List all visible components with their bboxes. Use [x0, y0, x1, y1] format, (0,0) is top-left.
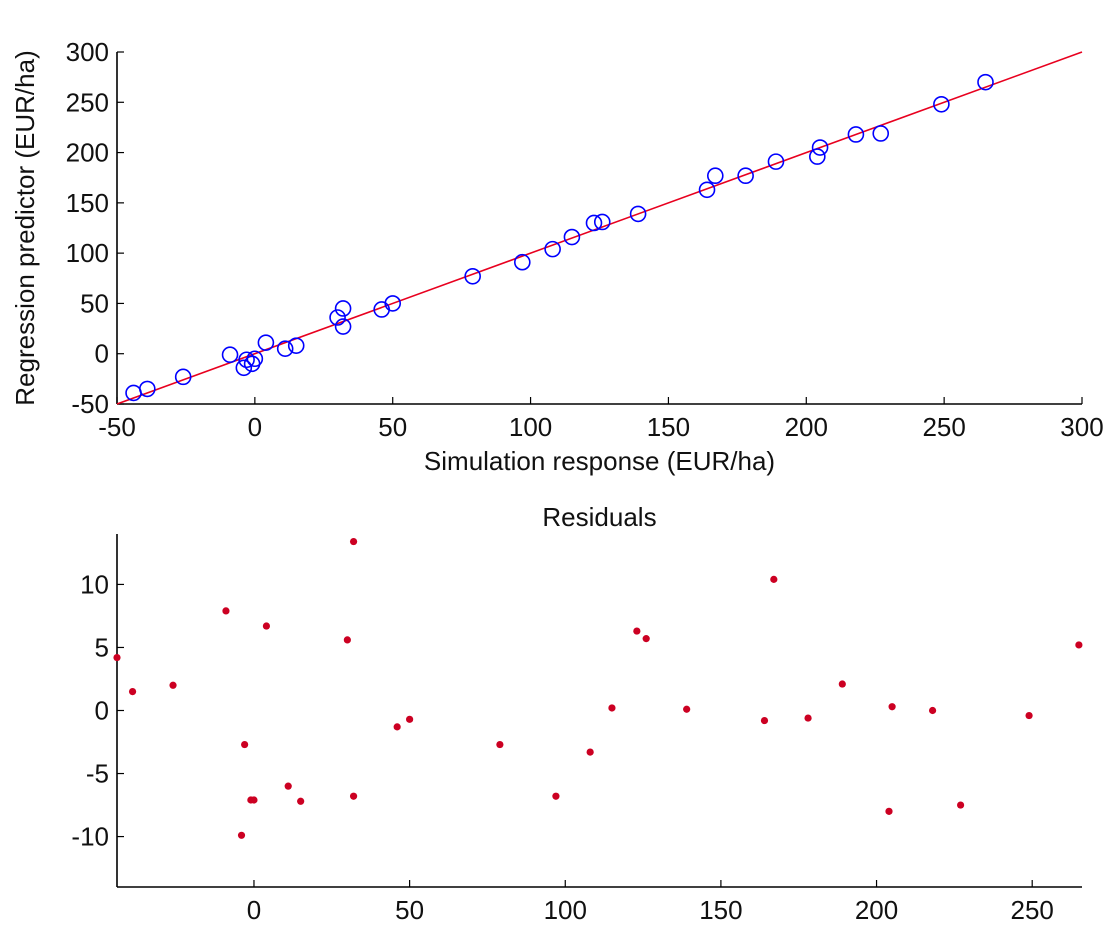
data-point	[885, 807, 893, 815]
data-point	[349, 537, 358, 546]
data-point	[770, 575, 778, 583]
x-tick-label: 200	[785, 412, 828, 442]
data-point	[250, 796, 258, 804]
data-point	[683, 705, 691, 713]
data-point	[977, 73, 994, 91]
data-point	[221, 346, 239, 364]
y-tick-label: 0	[95, 696, 109, 726]
data-point	[586, 748, 594, 756]
data-point	[804, 714, 812, 722]
data-point	[406, 715, 414, 723]
data-point	[552, 792, 560, 800]
data-point	[888, 703, 896, 711]
data-point	[393, 723, 401, 731]
data-point	[1025, 711, 1033, 720]
data-point	[633, 627, 641, 635]
data-point	[698, 181, 716, 199]
data-point	[496, 740, 504, 749]
residuals-panel: 0 50 100 150 200 250 -10 -5 0 5 10 Residuals	[71, 502, 1083, 925]
data-point	[284, 782, 292, 790]
data-point	[237, 831, 246, 839]
data-point	[706, 167, 724, 185]
data-point	[113, 653, 121, 662]
data-point	[809, 148, 826, 165]
x-tick-label: 50	[378, 412, 407, 442]
data-point	[241, 740, 249, 749]
data-point	[629, 205, 647, 223]
data-point	[464, 267, 481, 285]
y-tick-label: 200	[66, 138, 109, 168]
data-point	[329, 309, 346, 326]
y-tick-label: -50	[71, 389, 109, 419]
regression-panel: -50 0 50 100 150 200 250 300 -50 0 50 100 150 200 250 3…	[10, 37, 1104, 476]
x-tick-label: 150	[647, 412, 690, 442]
data-point	[933, 95, 950, 113]
data-point	[593, 213, 611, 231]
x-tick-label: 100	[509, 412, 552, 442]
data-point	[334, 318, 352, 335]
y-tick-label: 5	[95, 632, 109, 662]
data-point	[563, 228, 581, 246]
data-point	[513, 253, 531, 271]
x-tick-label: 0	[247, 895, 261, 925]
data-point	[642, 635, 650, 643]
data-point	[872, 125, 890, 142]
data-point	[334, 300, 352, 317]
y-tick-label: -5	[86, 759, 109, 789]
data-point	[128, 687, 137, 696]
y-tick-label: 100	[66, 238, 109, 268]
data-point	[257, 334, 275, 351]
y-tick-label: 300	[66, 37, 109, 67]
data-point	[811, 139, 829, 156]
x-tick-label: 0	[248, 412, 262, 442]
x-tick-label: 100	[544, 895, 587, 925]
data-point	[956, 801, 965, 809]
data-point	[737, 167, 754, 185]
data-point	[222, 607, 230, 615]
y-tick-label: -10	[71, 822, 109, 852]
y-tick-label: 10	[80, 569, 109, 599]
data-point	[276, 340, 294, 357]
x-tick-label: 250	[922, 412, 965, 442]
data-point	[238, 351, 255, 369]
y-tick-label: 0	[95, 339, 109, 369]
data-point	[297, 797, 305, 805]
data-point	[847, 126, 865, 143]
x-tick-label: 300	[1060, 412, 1103, 442]
data-point	[174, 368, 192, 386]
data-point	[928, 706, 937, 715]
chart-title: Residuals	[542, 502, 656, 532]
data-point	[169, 681, 177, 689]
data-point	[1075, 641, 1083, 649]
data-point	[243, 355, 261, 373]
x-tick-label: 150	[699, 895, 742, 925]
data-point	[767, 153, 785, 170]
data-point	[235, 359, 253, 377]
x-tick-label: 200	[855, 895, 898, 925]
data-point	[838, 680, 846, 688]
y-tick-label: 150	[66, 188, 109, 218]
data-point	[585, 214, 603, 232]
y-tick-label: 250	[66, 87, 109, 117]
y-tick-label: 50	[80, 288, 109, 318]
data-point	[608, 704, 616, 712]
x-tick-label: -50	[98, 412, 136, 442]
x-tick-label: 250	[1010, 895, 1053, 925]
data-point	[544, 240, 561, 258]
data-point	[349, 792, 358, 800]
data-point	[287, 337, 305, 354]
data-point	[384, 295, 402, 312]
data-point	[262, 622, 271, 630]
x-tick-label: 50	[395, 895, 424, 925]
y-axis-label: Regression predictor (EUR/ha)	[10, 50, 40, 405]
x-axis-label: Simulation response (EUR/ha)	[424, 446, 775, 476]
data-point	[343, 636, 351, 644]
data-point	[760, 716, 769, 725]
data-point	[139, 380, 156, 398]
